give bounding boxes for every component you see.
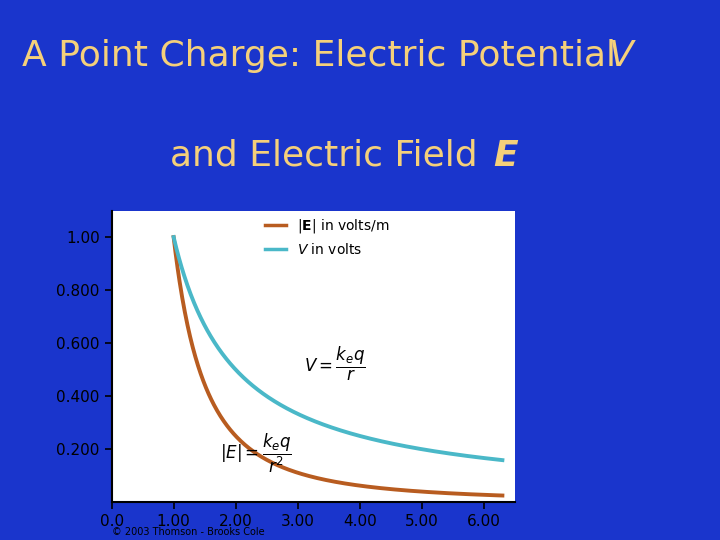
Text: and Electric Field: and Electric Field bbox=[171, 139, 490, 173]
Text: r: r bbox=[511, 538, 518, 540]
Text: A Point Charge: Electric Potential: A Point Charge: Electric Potential bbox=[22, 39, 627, 73]
Text: V: V bbox=[608, 39, 633, 73]
Text: $V=\dfrac{k_e q}{r}$: $V=\dfrac{k_e q}{r}$ bbox=[304, 345, 366, 383]
Legend: $|\mathbf{E}|$ in volts/m, $V$ in volts: $|\mathbf{E}|$ in volts/m, $V$ in volts bbox=[259, 212, 395, 263]
Text: $|E|=\dfrac{k_e q}{r^2}$: $|E|=\dfrac{k_e q}{r^2}$ bbox=[220, 431, 292, 475]
Text: E: E bbox=[493, 139, 518, 173]
Text: © 2003 Thomson - Brooks Cole: © 2003 Thomson - Brooks Cole bbox=[112, 526, 264, 537]
